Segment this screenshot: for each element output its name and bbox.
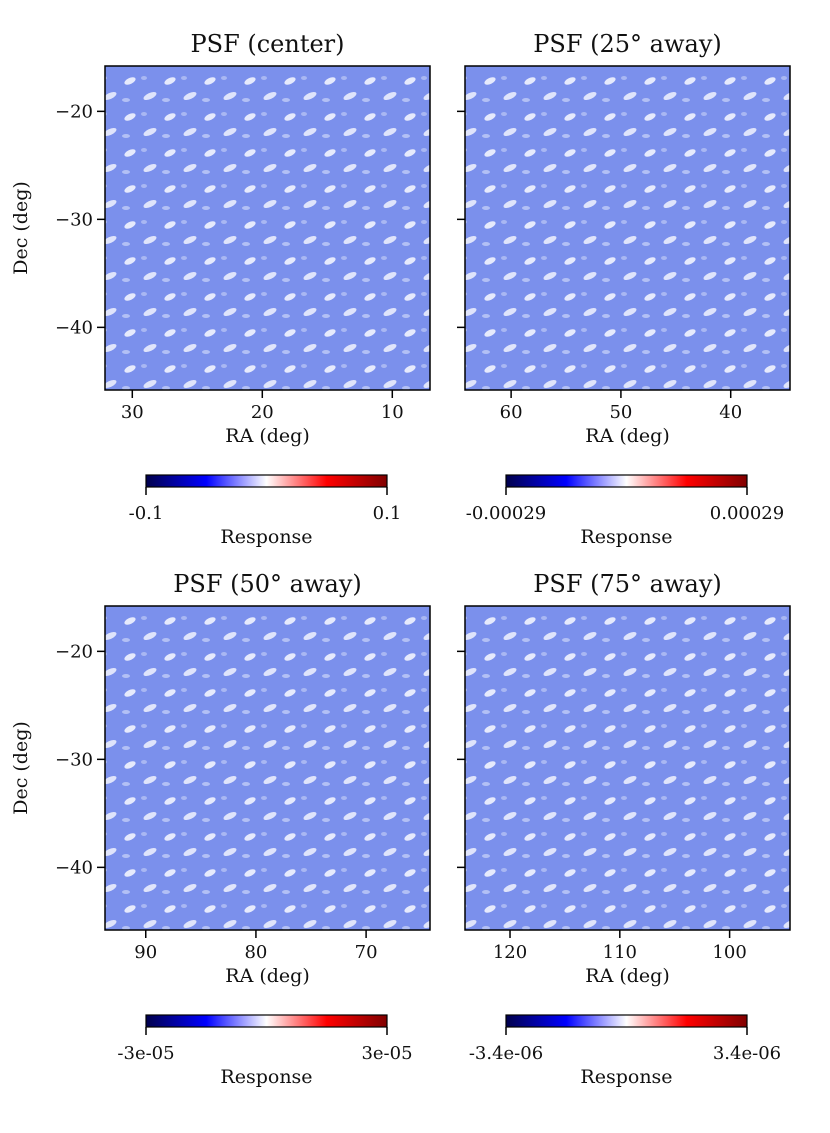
heatmap [105, 606, 430, 930]
y-tick-label: −20 [55, 641, 93, 662]
y-tick-label: −40 [55, 317, 93, 338]
x-tick-label: 70 [355, 942, 378, 963]
x-tick-label: 60 [500, 402, 523, 423]
colorbar [145, 474, 388, 488]
panel-title: PSF (75° away) [533, 570, 721, 598]
y-tick-label: −20 [55, 101, 93, 122]
colorbar-label: Response [580, 1066, 672, 1088]
colorbar-tick-label: -3e-05 [117, 1043, 174, 1064]
heatmap [105, 66, 430, 390]
colorbar-label: Response [220, 1066, 312, 1088]
x-tick-label: 20 [251, 402, 274, 423]
heatmap [465, 66, 790, 390]
colorbar-tick-label: 3e-05 [361, 1043, 412, 1064]
x-tick-label: 10 [381, 402, 404, 423]
colorbar-tick-label: 0.1 [373, 503, 402, 524]
y-axis-label: Dec (deg) [10, 181, 32, 275]
colorbar-tick-label: -0.00029 [466, 503, 547, 524]
x-axis-label: RA (deg) [225, 965, 309, 987]
y-axis-label: Dec (deg) [10, 721, 32, 815]
x-tick-label: 90 [134, 942, 157, 963]
x-axis-label: RA (deg) [585, 965, 669, 987]
x-tick-label: 30 [121, 402, 144, 423]
y-tick-label: −30 [55, 749, 93, 770]
x-tick-label: 100 [712, 942, 746, 963]
panel-title: PSF (center) [190, 30, 344, 58]
colorbar-label: Response [220, 526, 312, 548]
colorbar [505, 474, 748, 488]
panel-title: PSF (50° away) [173, 570, 361, 598]
axes-frame [464, 65, 791, 391]
colorbar-tick-label: -3.4e-06 [469, 1043, 543, 1064]
colorbar [505, 1014, 748, 1028]
colorbar-tick-label: 3.4e-06 [713, 1043, 781, 1064]
heatmap [465, 606, 790, 930]
x-axis-label: RA (deg) [225, 425, 309, 447]
x-tick-label: 120 [493, 942, 527, 963]
x-tick-label: 80 [244, 942, 267, 963]
colorbar-tick-label: 0.00029 [710, 503, 784, 524]
x-axis-label: RA (deg) [585, 425, 669, 447]
colorbar-tick-label: -0.1 [129, 503, 164, 524]
panel-title: PSF (25° away) [533, 30, 721, 58]
x-tick-label: 40 [719, 402, 742, 423]
y-tick-label: −40 [55, 857, 93, 878]
axes-frame [104, 605, 431, 931]
colorbar-label: Response [580, 526, 672, 548]
x-tick-label: 110 [603, 942, 637, 963]
x-tick-label: 50 [609, 402, 632, 423]
axes-frame [104, 65, 431, 391]
axes-frame [464, 605, 791, 931]
y-tick-label: −30 [55, 209, 93, 230]
colorbar [145, 1014, 388, 1028]
